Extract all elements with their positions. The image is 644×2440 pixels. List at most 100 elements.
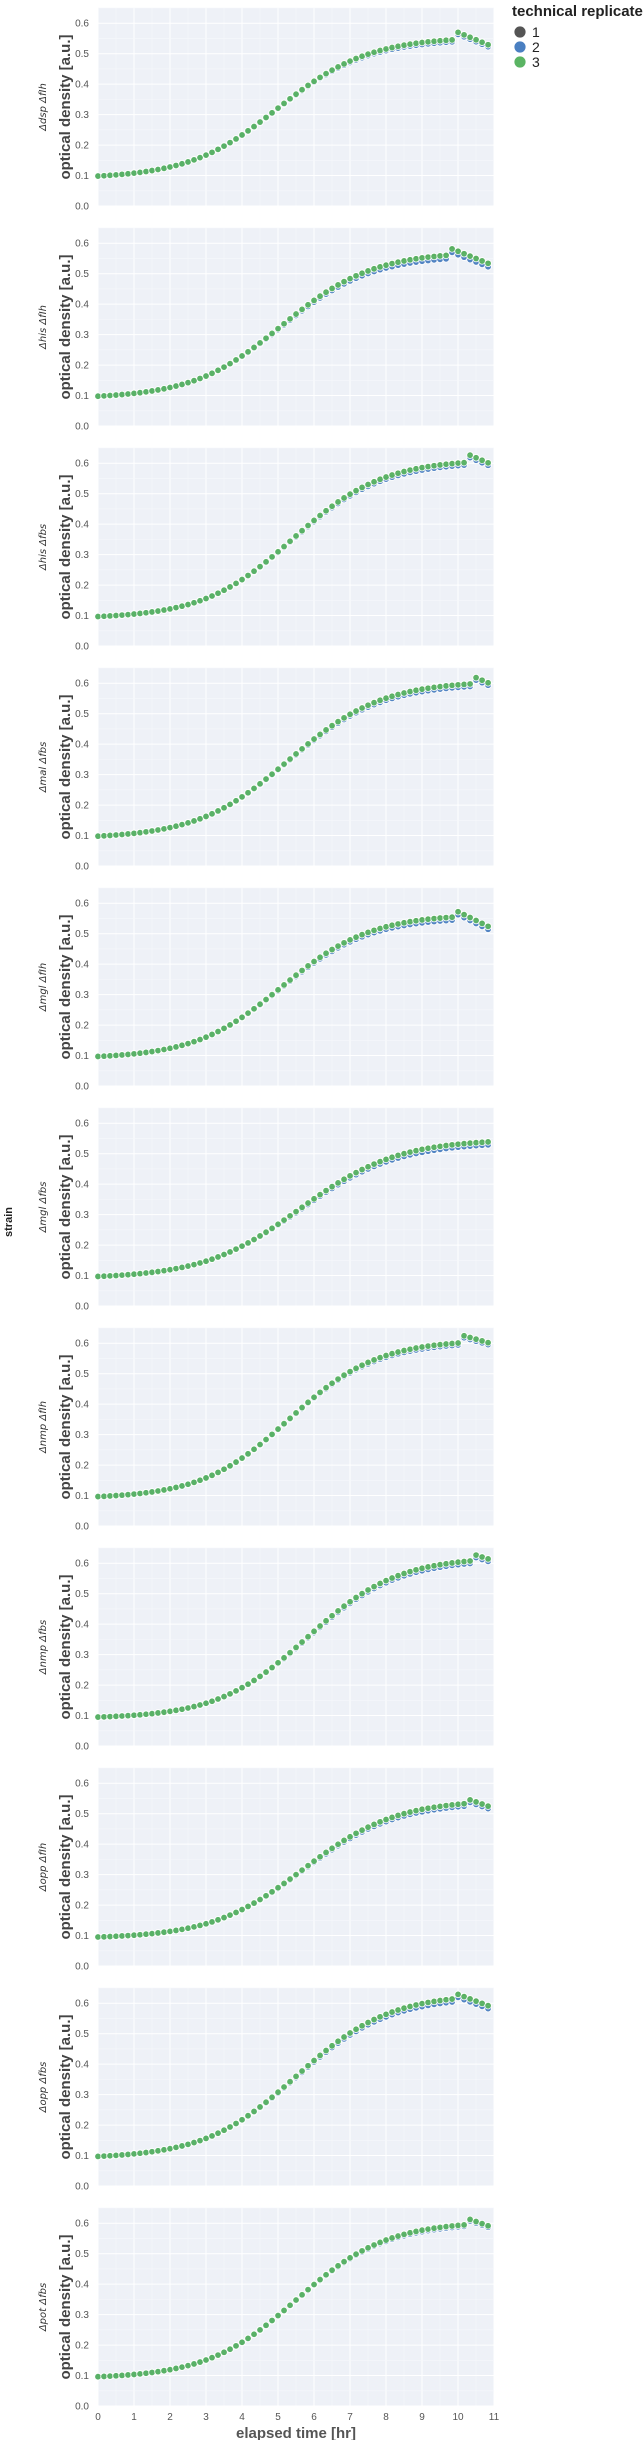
data-point: [106, 1492, 114, 1500]
data-point: [310, 1393, 318, 1401]
data-point: [346, 1833, 354, 1841]
y-tick-label: 0.5: [75, 2249, 89, 2260]
y-tick-label: 0.0: [75, 1302, 89, 1313]
x-tick-label: 7: [347, 2412, 353, 2423]
data-point: [268, 1888, 276, 1896]
data-point: [322, 1186, 330, 1195]
data-point: [112, 1932, 120, 1940]
y-tick-label: 0.1: [75, 611, 89, 622]
data-point: [346, 936, 354, 944]
data-point: [298, 1403, 306, 1412]
data-point: [292, 532, 300, 540]
data-point: [130, 2370, 138, 2379]
data-point: [106, 1272, 114, 1280]
data-point: [100, 392, 108, 400]
y-tick-label: 0.1: [75, 391, 89, 402]
data-point: [400, 1346, 408, 1355]
data-point: [148, 1929, 156, 1938]
data-point: [154, 2147, 162, 2155]
data-point: [316, 73, 324, 82]
y-tick-label: 0.1: [75, 1931, 89, 1942]
data-point: [412, 1146, 420, 1155]
data-point: [442, 2222, 450, 2231]
data-point: [364, 1358, 372, 1367]
data-point: [436, 1802, 444, 1811]
data-point: [412, 1344, 420, 1352]
data-point: [142, 828, 150, 836]
data-point: [334, 1840, 342, 1848]
data-point: [328, 284, 336, 293]
data-point: [310, 1195, 318, 1203]
data-point: [184, 1039, 192, 1048]
data-point: [136, 388, 144, 397]
data-point: [298, 2291, 306, 2299]
data-point: [166, 2365, 174, 2374]
data-point: [418, 1343, 426, 1351]
data-point: [148, 827, 156, 835]
y-tick-label: 0.3: [75, 770, 89, 781]
data-point: [358, 1589, 366, 1598]
data-point: [430, 252, 438, 261]
data-point: [418, 1145, 426, 1154]
data-point: [352, 486, 360, 495]
data-point: [268, 770, 276, 778]
data-point: [220, 804, 228, 812]
data-point: [202, 1699, 210, 1707]
x-tick-label: 5: [275, 2412, 281, 2423]
data-point: [316, 1853, 324, 1861]
data-point: [478, 1337, 486, 1345]
x-tick-label: 6: [311, 2412, 317, 2423]
data-point: [472, 916, 480, 925]
data-point: [340, 1371, 348, 1379]
data-point: [166, 1707, 174, 1716]
data-point: [148, 1268, 156, 1277]
legend-label: 3: [532, 54, 540, 70]
y-tick-label: 0.4: [75, 2060, 89, 2071]
y-tick-label: 0.0: [75, 862, 89, 873]
data-point: [178, 1482, 186, 1490]
data-point: [454, 681, 462, 689]
data-point: [226, 1690, 234, 1698]
data-point: [100, 2372, 108, 2381]
data-point: [178, 1041, 186, 1050]
data-point: [328, 1182, 336, 1191]
data-point: [118, 1271, 126, 1279]
data-point: [292, 310, 300, 318]
data-point: [220, 1024, 228, 1033]
y-tick-label: 0.5: [75, 489, 89, 500]
data-point: [346, 1367, 354, 1376]
data-point: [118, 170, 126, 179]
data-point: [214, 1027, 222, 1036]
data-point: [286, 95, 294, 103]
y-tick-label: 0.6: [75, 1559, 89, 1570]
data-point: [172, 603, 180, 612]
data-point: [178, 160, 186, 168]
data-point: [142, 1048, 150, 1057]
x-axis-label: elapsed time [hr]: [236, 2425, 356, 2440]
data-point: [208, 810, 216, 818]
y-tick-label: 0.1: [75, 2151, 89, 2162]
data-point: [100, 1272, 108, 1280]
data-point: [166, 605, 174, 613]
data-point: [370, 1820, 378, 1829]
data-point: [196, 1259, 204, 1267]
data-point: [100, 2152, 108, 2160]
data-point: [262, 1668, 270, 1676]
data-point: [220, 363, 228, 371]
data-point: [286, 2077, 294, 2086]
data-point: [436, 914, 444, 922]
data-point: [178, 820, 186, 829]
data-point: [316, 1190, 324, 1199]
data-point: [214, 1695, 222, 1703]
data-point: [400, 1149, 408, 1158]
data-point: [418, 463, 426, 472]
data-point: [334, 281, 342, 289]
data-point: [124, 2371, 132, 2379]
data-point: [460, 910, 468, 919]
y-tick-label: 0.3: [75, 110, 89, 121]
data-point: [208, 2132, 216, 2140]
data-point: [376, 1579, 384, 1588]
data-point: [298, 305, 306, 314]
data-point: [460, 2221, 468, 2229]
data-point: [430, 1562, 438, 1570]
